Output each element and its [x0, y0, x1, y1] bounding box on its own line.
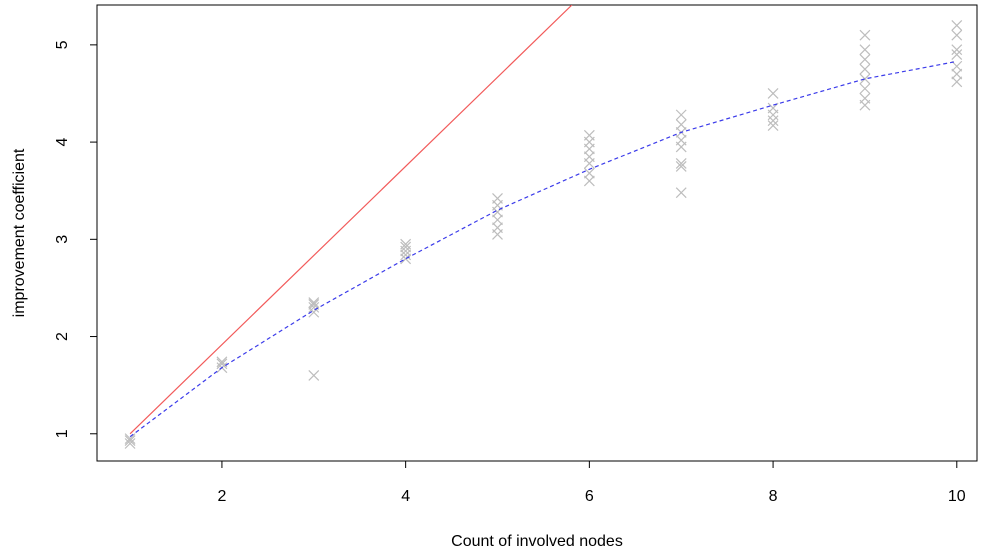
x-tick-label: 4: [401, 488, 410, 505]
point: [859, 73, 871, 85]
point: [859, 92, 871, 104]
point: [583, 151, 595, 163]
point: [951, 44, 963, 56]
point: [951, 68, 963, 80]
point: [400, 238, 412, 250]
point: [859, 63, 871, 75]
point: [951, 76, 963, 88]
point: [951, 49, 963, 61]
point: [675, 158, 687, 169]
x-tick-label: 8: [769, 488, 778, 505]
point: [124, 435, 136, 447]
y-tick-label: 2: [54, 332, 71, 341]
point: [308, 301, 320, 313]
point: [492, 214, 503, 226]
y-tick-label: 1: [54, 429, 71, 438]
point: [675, 109, 687, 121]
point: [124, 433, 136, 445]
point: [400, 253, 412, 265]
point: [675, 119, 687, 131]
point: [675, 187, 687, 199]
y-tick-label: 3: [54, 235, 71, 244]
point: [492, 193, 503, 204]
y-tick-label: 5: [54, 40, 71, 49]
x-tick-label: 10: [948, 488, 966, 505]
point: [859, 44, 871, 56]
point: [675, 160, 687, 172]
point: [124, 438, 136, 449]
point: [583, 175, 595, 187]
line: [129, 60, 957, 438]
point: [951, 29, 963, 41]
point: [583, 167, 595, 179]
point: [216, 358, 228, 370]
point: [675, 134, 687, 146]
y-tick-label: 4: [54, 138, 71, 147]
point: [308, 370, 320, 381]
point: [492, 222, 503, 234]
x-tick-label: 6: [585, 488, 594, 505]
x-tick-label: 2: [217, 488, 226, 505]
plot-frame: [96, 4, 978, 462]
point: [859, 54, 871, 65]
point: [767, 88, 779, 99]
y-axis-label: improvement coefficient: [11, 148, 28, 317]
point: [767, 115, 779, 127]
point: [951, 60, 963, 72]
line: [129, 5, 573, 435]
point: [400, 241, 412, 253]
point: [951, 19, 963, 31]
point: [767, 120, 779, 131]
point: [583, 129, 595, 141]
x-axis-label: Count of involved nodes: [451, 533, 623, 550]
point: [400, 249, 412, 261]
point: [308, 297, 320, 308]
point: [859, 83, 871, 95]
point: [859, 29, 871, 41]
